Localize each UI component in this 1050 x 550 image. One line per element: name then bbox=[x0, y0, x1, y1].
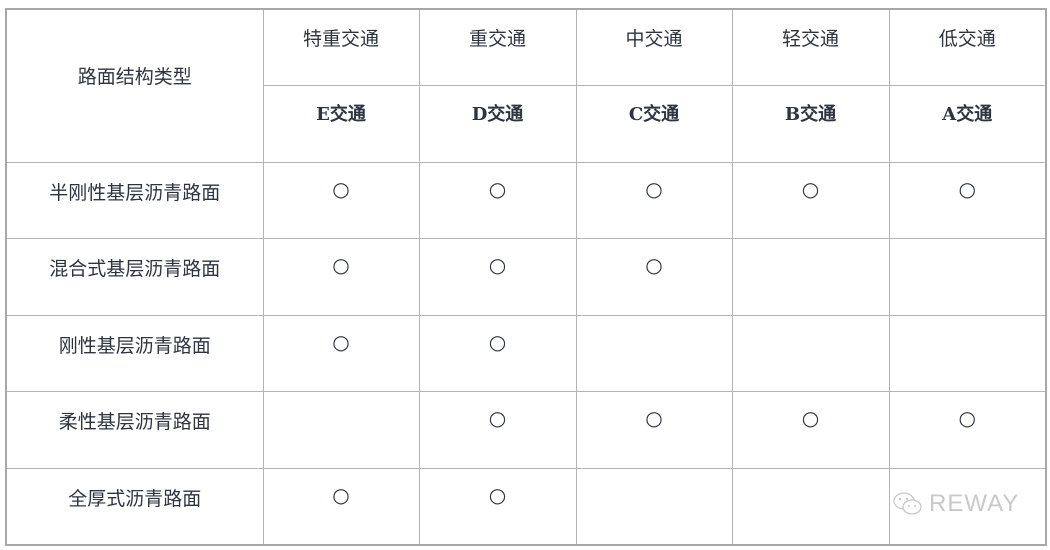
traffic-code-header: C交通 bbox=[575, 85, 733, 163]
applicability-cell bbox=[888, 314, 1047, 392]
applicability-cell: ○ bbox=[888, 391, 1047, 469]
watermark: REWAY bbox=[893, 490, 1019, 518]
watermark-text: REWAY bbox=[929, 490, 1020, 517]
applicability-cell bbox=[575, 467, 733, 545]
applicability-cell: ○ bbox=[418, 238, 577, 316]
applicability-cell: ○ bbox=[575, 161, 733, 239]
applicability-cell: ○ bbox=[888, 161, 1047, 239]
applicability-cell bbox=[575, 314, 733, 392]
traffic-level-header: 低交通 bbox=[888, 8, 1047, 86]
applicability-cell bbox=[262, 391, 420, 469]
table-row: 刚性基层沥青路面 ○ ○ bbox=[5, 314, 1047, 392]
applicability-cell: ○ bbox=[262, 238, 420, 316]
traffic-level-header: 重交通 bbox=[418, 8, 577, 86]
applicability-cell: ○ bbox=[418, 391, 577, 469]
applicability-cell: ○ bbox=[262, 467, 420, 545]
table-row: 半刚性基层沥青路面 ○ ○ ○ ○ ○ bbox=[5, 161, 1047, 239]
traffic-level-header: 中交通 bbox=[575, 8, 733, 86]
corner-header: 路面结构类型 bbox=[5, 8, 264, 163]
pavement-traffic-table: 路面结构类型 特重交通 重交通 中交通 轻交通 低交通 E交通 D交通 C交通 … bbox=[5, 8, 1047, 546]
table-row: 柔性基层沥青路面 ○ ○ ○ ○ bbox=[5, 391, 1047, 469]
traffic-code-header: D交通 bbox=[418, 85, 577, 163]
row-label: 混合式基层沥青路面 bbox=[5, 238, 264, 316]
applicability-cell bbox=[731, 467, 890, 545]
applicability-cell: ○ bbox=[262, 161, 420, 239]
row-label: 刚性基层沥青路面 bbox=[5, 314, 264, 392]
traffic-code-header: E交通 bbox=[262, 85, 420, 163]
applicability-cell bbox=[731, 238, 890, 316]
applicability-cell bbox=[731, 314, 890, 392]
applicability-cell: ○ bbox=[731, 391, 890, 469]
applicability-cell: ○ bbox=[731, 161, 890, 239]
traffic-level-header: 轻交通 bbox=[731, 8, 890, 86]
row-label: 全厚式沥青路面 bbox=[5, 467, 264, 545]
applicability-cell: ○ bbox=[418, 467, 577, 545]
applicability-cell: ○ bbox=[575, 391, 733, 469]
applicability-cell: ○ bbox=[575, 238, 733, 316]
table-row: 全厚式沥青路面 ○ ○ bbox=[5, 467, 1047, 545]
traffic-code-header: A交通 bbox=[888, 85, 1047, 163]
traffic-code-header: B交通 bbox=[731, 85, 890, 163]
row-label: 半刚性基层沥青路面 bbox=[5, 161, 264, 239]
row-label: 柔性基层沥青路面 bbox=[5, 391, 264, 469]
applicability-cell: ○ bbox=[418, 314, 577, 392]
applicability-cell: ○ bbox=[418, 161, 577, 239]
applicability-cell bbox=[888, 238, 1047, 316]
wechat-icon bbox=[893, 492, 922, 515]
applicability-cell: ○ bbox=[262, 314, 420, 392]
traffic-level-header: 特重交通 bbox=[262, 8, 420, 86]
table-row: 混合式基层沥青路面 ○ ○ ○ bbox=[5, 238, 1047, 316]
